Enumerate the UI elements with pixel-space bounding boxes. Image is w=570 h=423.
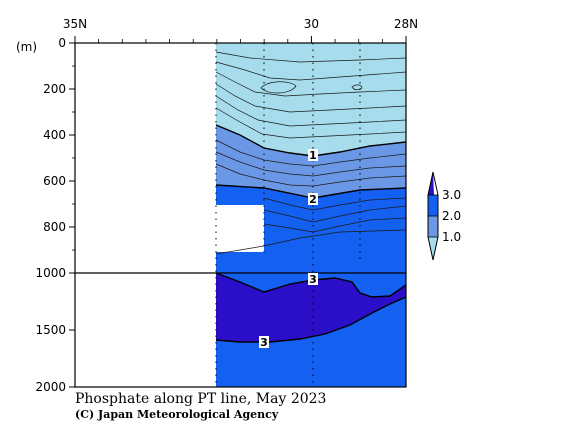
- no-data-notch: [216, 205, 264, 252]
- band-max: [216, 273, 406, 342]
- contour-label-2: 2: [308, 193, 318, 206]
- legend-swatch-low: [428, 237, 438, 260]
- y-tick-label: 0: [58, 36, 66, 50]
- x-axis-top: 35N 30 28N: [63, 17, 418, 43]
- contour-label-3b: 3: [259, 336, 269, 349]
- contour-label-3a: 3: [308, 273, 318, 286]
- legend-tick-1: 1.0: [442, 230, 461, 244]
- chart-credit: (C) Japan Meteorological Agency: [75, 408, 279, 421]
- color-legend: 3.0 2.0 1.0: [427, 171, 461, 261]
- y-tick-label: 200: [43, 82, 66, 96]
- y-tick-label: 800: [43, 220, 66, 234]
- x-tick-label: 28N: [394, 17, 418, 31]
- svg-text:2: 2: [309, 193, 317, 206]
- svg-text:3: 3: [309, 273, 317, 286]
- svg-text:3: 3: [260, 336, 268, 349]
- y-tick-label: 600: [43, 174, 66, 188]
- contour-label-1: 1: [308, 149, 318, 162]
- plot-area: [75, 43, 406, 387]
- y-tick-label: 400: [43, 128, 66, 142]
- legend-tick-2: 2.0: [442, 209, 461, 223]
- y-axis: 0 200 400 600 800 1000 1500 2000: [35, 36, 75, 394]
- legend-swatch-high: [428, 195, 438, 216]
- x-tick-label: 30: [304, 17, 319, 31]
- legend-swatch-mid: [428, 216, 438, 237]
- legend-tick-3: 3.0: [442, 188, 461, 202]
- station-lines: [215, 43, 406, 387]
- thin-contours: [215, 51, 406, 255]
- svg-text:1: 1: [309, 149, 317, 162]
- y-unit-label: (m): [16, 40, 37, 54]
- y-tick-label: 1500: [35, 323, 66, 337]
- y-tick-label: 1000: [35, 266, 66, 280]
- y-tick-label: 2000: [35, 380, 66, 394]
- chart-title: Phosphate along PT line, May 2023: [75, 391, 326, 407]
- x-tick-label: 35N: [63, 17, 87, 31]
